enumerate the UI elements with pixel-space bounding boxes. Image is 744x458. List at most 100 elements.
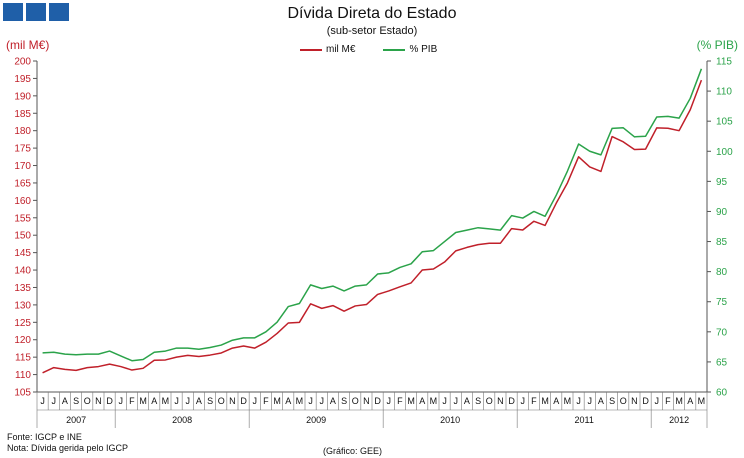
month-label: A xyxy=(62,396,68,406)
month-label: S xyxy=(475,396,481,406)
legend-swatch-mil-meur xyxy=(300,48,322,51)
year-label: 2010 xyxy=(440,415,460,425)
y-tick-label-left: 190 xyxy=(14,91,31,102)
y-tick-label-left: 200 xyxy=(14,57,31,68)
month-label: M xyxy=(162,396,170,406)
month-label: J xyxy=(174,396,179,406)
month-label: F xyxy=(263,396,269,406)
y-tick-label-left: 195 xyxy=(14,74,31,85)
month-label: M xyxy=(430,396,438,406)
month-label: J xyxy=(655,396,660,406)
month-label: A xyxy=(464,396,470,406)
y-tick-label-left: 145 xyxy=(14,248,31,259)
month-label: A xyxy=(285,396,291,406)
y-tick-label-right: 65 xyxy=(716,357,728,368)
y-tick-label-right: 115 xyxy=(716,57,732,68)
month-label: D xyxy=(106,396,113,406)
month-label: M xyxy=(407,396,415,406)
month-label: D xyxy=(240,396,247,406)
month-label: A xyxy=(151,396,157,406)
y-tick-label-right: 100 xyxy=(716,147,733,158)
month-label: D xyxy=(508,396,515,406)
month-label: N xyxy=(95,396,102,406)
month-label: M xyxy=(675,396,683,406)
y-tick-label-left: 170 xyxy=(14,161,31,172)
y-tick-label-left: 110 xyxy=(15,370,31,381)
month-label: J xyxy=(253,396,258,406)
y-tick-label-left: 155 xyxy=(14,213,31,224)
month-label: J xyxy=(454,396,459,406)
logo-block xyxy=(3,3,23,21)
y-tick-label-left: 175 xyxy=(14,144,31,155)
y-tick-label-left: 125 xyxy=(14,318,31,329)
month-label: J xyxy=(521,396,526,406)
legend-swatch-pct-pib xyxy=(383,48,406,51)
month-label: N xyxy=(229,396,236,406)
y-tick-label-left: 130 xyxy=(14,300,31,311)
y-tick-label-right: 75 xyxy=(716,297,728,308)
month-label: M xyxy=(541,396,549,406)
month-label: J xyxy=(52,396,57,406)
y-tick-label-right: 110 xyxy=(716,87,732,98)
month-label: F xyxy=(531,396,537,406)
y-tick-label-left: 150 xyxy=(14,231,31,242)
y-tick-label-right: 80 xyxy=(716,267,728,278)
y-tick-label-right: 85 xyxy=(716,237,728,248)
month-label: N xyxy=(631,396,638,406)
legend-label: mil M€ xyxy=(326,44,356,55)
month-label: O xyxy=(620,396,627,406)
month-label: S xyxy=(207,396,213,406)
y-tick-label-left: 165 xyxy=(14,178,31,189)
month-label: F xyxy=(397,396,403,406)
month-label: A xyxy=(553,396,559,406)
y-tick-label-left: 115 xyxy=(15,353,31,364)
year-label: 2007 xyxy=(66,415,86,425)
y-tick-label-right: 90 xyxy=(716,207,728,218)
month-label: J xyxy=(119,396,124,406)
month-label: J xyxy=(186,396,191,406)
month-label: O xyxy=(84,396,91,406)
legend-item-mil-meur: mil M€ xyxy=(300,44,355,55)
month-label: A xyxy=(196,396,202,406)
source-note: Fonte: IGCP e INE xyxy=(7,432,82,442)
month-label: J xyxy=(320,396,325,406)
y-tick-label-left: 180 xyxy=(14,126,31,137)
month-label: O xyxy=(218,396,225,406)
legend: mil M€ % PIB xyxy=(300,44,437,55)
month-label: J xyxy=(308,396,313,406)
y-tick-label-left: 120 xyxy=(14,335,31,346)
month-label: F xyxy=(129,396,135,406)
y-tick-label-right: 70 xyxy=(716,327,728,338)
month-label: J xyxy=(576,396,581,406)
y-tick-label-left: 185 xyxy=(14,109,31,120)
month-label: M xyxy=(564,396,572,406)
year-label: 2009 xyxy=(306,415,326,425)
month-label: O xyxy=(352,396,359,406)
legend-label: % PIB xyxy=(409,44,438,55)
month-label: A xyxy=(687,396,693,406)
month-label: S xyxy=(609,396,615,406)
month-label: J xyxy=(588,396,593,406)
month-label: D xyxy=(642,396,649,406)
month-label: M xyxy=(273,396,281,406)
month-label: M xyxy=(296,396,304,406)
y-tick-label-right: 95 xyxy=(716,177,728,188)
month-label: A xyxy=(330,396,336,406)
y-tick-label-left: 135 xyxy=(14,283,31,294)
month-label: S xyxy=(341,396,347,406)
month-label: A xyxy=(419,396,425,406)
month-label: N xyxy=(497,396,504,406)
y-axis-left-label: (mil M€) xyxy=(6,38,50,52)
y-tick-label-right: 105 xyxy=(716,117,733,128)
month-label: A xyxy=(598,396,604,406)
chart-subtitle: (sub-setor Estado) xyxy=(326,25,418,37)
logo-block xyxy=(26,3,46,21)
month-label: F xyxy=(665,396,671,406)
y-tick-label-left: 160 xyxy=(14,196,31,207)
month-label: S xyxy=(73,396,79,406)
month-label: J xyxy=(442,396,447,406)
y-tick-label-left: 105 xyxy=(14,388,31,399)
y-axis-right-label: (% PIB) xyxy=(696,38,738,52)
footnote: Nota: Dívida gerida pelo IGCP xyxy=(7,443,129,453)
series-line-pct-pib xyxy=(42,68,703,362)
